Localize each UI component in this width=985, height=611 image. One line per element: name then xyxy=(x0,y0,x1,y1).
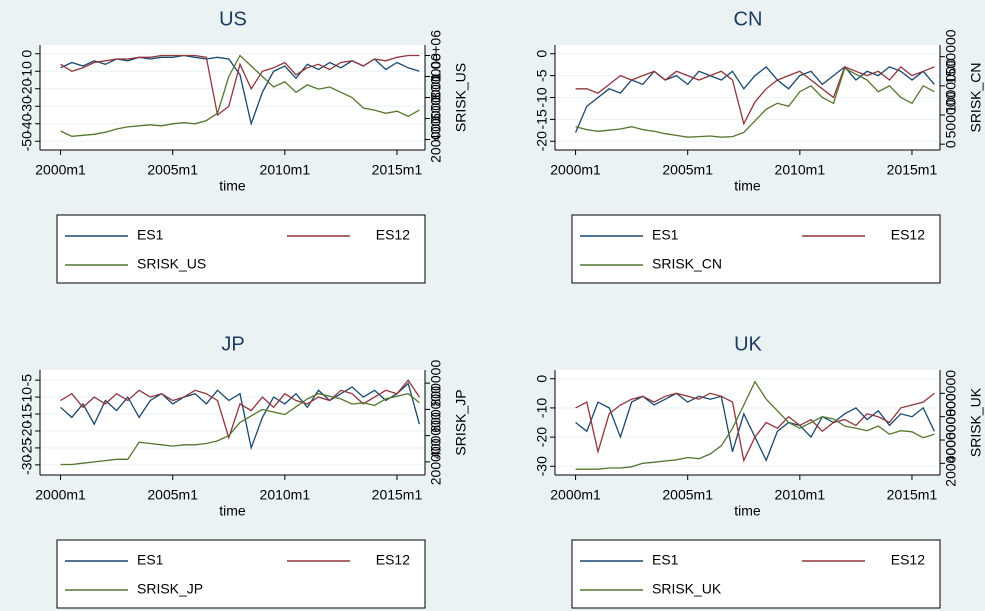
x-tick-label: 2010m1 xyxy=(775,162,826,178)
x-tick-label: 2015m1 xyxy=(372,487,423,503)
y2-tick-label: 800000 xyxy=(428,360,444,407)
y2-axis-title: SRISK_JP xyxy=(453,389,469,455)
x-tick-label: 2015m1 xyxy=(887,487,938,503)
y-tick-label: 0 xyxy=(534,375,550,383)
series-line xyxy=(575,66,935,126)
plot-area xyxy=(40,370,425,475)
y2-tick-label: 1500000 xyxy=(943,29,959,84)
y2-tick-label: 400000 xyxy=(943,416,959,463)
y-tick-label: -40 xyxy=(19,113,35,133)
panel: JP -30-25-20-15-10-5 200000400000600000800… xyxy=(19,333,469,609)
y-tick-label: -50 xyxy=(19,131,35,151)
x-tick-label: 2000m1 xyxy=(35,487,86,503)
x-tick-label: 2015m1 xyxy=(887,162,938,178)
y2-axis-title: SRISK_CN xyxy=(968,62,984,132)
y-tick-label: 0 xyxy=(19,50,35,58)
y-tick-label: -10 xyxy=(534,398,550,418)
legend-label: SRISK_UK xyxy=(652,581,722,597)
y-tick-label: -5 xyxy=(19,374,35,387)
y-tick-label: -30 xyxy=(19,96,35,116)
y2-tick-label: 500000 xyxy=(943,91,959,138)
legend-label: ES12 xyxy=(891,227,925,243)
y2-tick-label: 400000 xyxy=(428,95,444,142)
y2-tick-label: 600000 xyxy=(943,393,959,440)
y2-axis-title: SRISK_US xyxy=(453,63,469,132)
y-tick-label: -15 xyxy=(19,404,35,424)
y-tick-label: -25 xyxy=(19,438,35,458)
y2-tick-label: 1.0e+06 xyxy=(428,30,444,81)
x-tick-label: 2010m1 xyxy=(775,487,826,503)
y-tick-label: -20 xyxy=(19,421,35,441)
y2-tick-label: 200000 xyxy=(428,438,444,485)
y-tick-label: 0 xyxy=(534,50,550,58)
x-tick-label: 2000m1 xyxy=(550,162,601,178)
series-line xyxy=(575,380,935,470)
x-tick-label: 2005m1 xyxy=(147,162,198,178)
y-tick-label: -10 xyxy=(534,87,550,107)
x-tick-label: 2000m1 xyxy=(550,487,601,503)
y-tick-label: -30 xyxy=(534,456,550,476)
panel-title: US xyxy=(219,8,247,30)
x-tick-label: 2005m1 xyxy=(662,487,713,503)
series-line xyxy=(60,382,421,451)
panel-title: CN xyxy=(734,8,763,30)
series-line xyxy=(575,66,935,133)
legend-label: ES1 xyxy=(652,552,679,568)
y2-tick-label: 600000 xyxy=(428,74,444,121)
x-axis-title: time xyxy=(219,178,246,194)
y-tick-label: -5 xyxy=(534,69,550,82)
series-line xyxy=(60,54,420,137)
y2-tick-label: 800000 xyxy=(943,370,959,417)
y-tick-label: -30 xyxy=(19,455,35,475)
y-tick-label: -20 xyxy=(534,427,550,447)
y2-tick-label: 200000 xyxy=(428,116,444,163)
series-line xyxy=(575,67,935,138)
x-axis-title: time xyxy=(734,178,761,194)
y2-axis-title: SRISK_UK xyxy=(968,387,984,457)
x-tick-label: 2000m1 xyxy=(35,162,86,178)
y-tick-label: -15 xyxy=(534,109,550,129)
legend-label: ES1 xyxy=(652,227,679,243)
series-line xyxy=(60,54,420,117)
x-axis-title: time xyxy=(734,503,761,519)
x-tick-label: 2010m1 xyxy=(260,162,311,178)
legend-box xyxy=(56,539,426,609)
y2-tick-label: 400000 xyxy=(428,412,444,459)
y-tick-label: -10 xyxy=(19,387,35,407)
legend-box xyxy=(571,539,941,609)
x-tick-label: 2005m1 xyxy=(147,487,198,503)
y2-tick-label: 1000000 xyxy=(943,58,959,113)
legend-box xyxy=(571,214,941,284)
y2-tick-label: 600000 xyxy=(428,386,444,433)
legend-label: ES1 xyxy=(137,552,164,568)
legend-label: ES12 xyxy=(376,552,410,568)
series-line xyxy=(60,392,420,466)
y-tick-label: -20 xyxy=(19,78,35,98)
y2-tick-label: 0 xyxy=(943,140,959,148)
legend-box xyxy=(56,214,426,284)
x-tick-label: 2015m1 xyxy=(372,162,423,178)
y-tick-label: -20 xyxy=(534,131,550,151)
panel-title: JP xyxy=(221,333,244,355)
x-tick-label: 2010m1 xyxy=(260,487,311,503)
legend-label: SRISK_JP xyxy=(137,581,203,597)
panel-title: UK xyxy=(734,333,762,355)
y-tick-label: -10 xyxy=(19,61,35,81)
legend-label: SRISK_US xyxy=(137,256,206,272)
x-tick-label: 2005m1 xyxy=(662,162,713,178)
legend-label: SRISK_CN xyxy=(652,256,722,272)
y2-tick-label: 800000 xyxy=(428,53,444,100)
y2-tick-label: 200000 xyxy=(943,440,959,487)
legend-label: ES12 xyxy=(376,227,410,243)
series-line xyxy=(575,392,935,463)
series-line xyxy=(60,379,420,440)
legend-label: ES12 xyxy=(891,552,925,568)
x-axis-title: time xyxy=(219,503,246,519)
legend-label: ES1 xyxy=(137,227,164,243)
panel: US -50-40-30-20-10 0 2000004000006000008000… xyxy=(19,8,469,284)
